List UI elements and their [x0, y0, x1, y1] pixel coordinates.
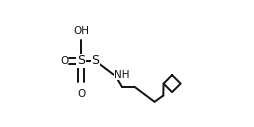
Text: O: O	[60, 56, 69, 66]
Text: NH: NH	[114, 70, 129, 80]
Text: O: O	[77, 89, 85, 99]
Text: S: S	[77, 54, 85, 67]
Text: S: S	[91, 54, 99, 67]
Text: OH: OH	[73, 26, 89, 36]
